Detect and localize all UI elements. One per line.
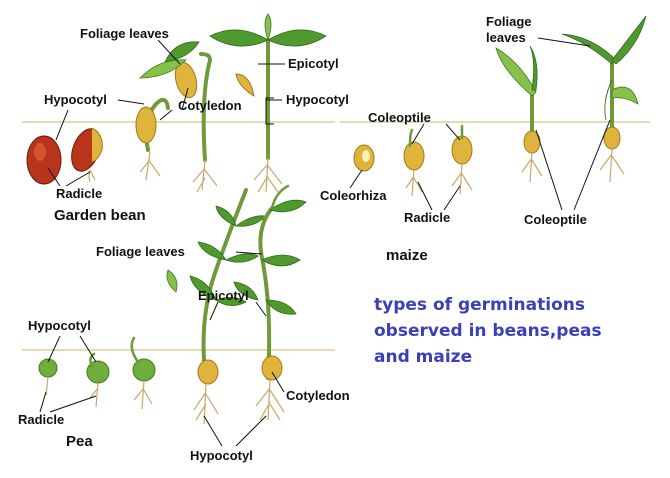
- pea-foliage-pointer: [235, 251, 263, 255]
- bean-cotyledon-pointer: [159, 87, 189, 121]
- pea-seed-3: [130, 336, 156, 410]
- maize-seed-1: [353, 144, 375, 172]
- bean-seedling-5: [209, 13, 327, 193]
- pea-hypocotyl-left-label: Hypocotyl: [28, 318, 91, 333]
- bean-radicle-label: Radicle: [56, 186, 102, 201]
- maize-coleoptile-top-pointer: [411, 123, 461, 145]
- maize-seed-3: [451, 124, 473, 195]
- pea-seed-2: [86, 352, 110, 408]
- bean-hypocotyl-left-label: Hypocotyl: [44, 92, 107, 107]
- maize-seedling-4: [495, 45, 543, 183]
- caption-line-2: observed in beans,peas: [374, 321, 602, 341]
- maize-name-label: maize: [386, 247, 428, 264]
- pea-radicle-pointer: [39, 391, 97, 413]
- bean-hypocotyl-right-bracket: [265, 97, 282, 125]
- maize-seed-2: [403, 128, 425, 197]
- caption-line-1: types of germinations: [374, 295, 585, 315]
- pea-cotyledon-pointer: [271, 371, 285, 393]
- bean-cotyledon-label: Cotyledon: [178, 98, 242, 113]
- maize-foliage-label-line2: leaves: [486, 30, 526, 45]
- pea-seedling-5: [233, 184, 307, 421]
- bean-foliage-pointer: [157, 39, 181, 65]
- bean-epicotyl-label: Epicotyl: [288, 56, 339, 71]
- maize-radicle-label: Radicle: [404, 210, 450, 225]
- pea-hypocotyl-bottom-label: Hypocotyl: [190, 448, 253, 463]
- pea-seed-1: [38, 358, 58, 396]
- maize-seedling-5: [561, 15, 647, 183]
- pea-epicotyl-pointer: [209, 301, 267, 321]
- bean-hypocotyl-left-pointer: [55, 99, 145, 141]
- diagram-caption: types of germinations observed in beans,…: [374, 292, 654, 370]
- bean-hypocotyl-right-label: Hypocotyl: [286, 92, 349, 107]
- bean-seed-2: [71, 127, 103, 183]
- maize-coleorhiza-label: Coleorhiza: [320, 188, 387, 203]
- bean-radicle-pointer: [47, 167, 91, 187]
- pea-epicotyl-label: Epicotyl: [198, 288, 249, 303]
- pea-radicle-label: Radicle: [18, 412, 64, 427]
- maize-radicle-pointer: [417, 181, 461, 211]
- maize-coleoptile-bottom-label: Coleoptile: [524, 212, 587, 227]
- bean-foliage-leaves-label: Foliage leaves: [80, 26, 169, 41]
- bean-seedling-3: [135, 97, 170, 181]
- pea-cotyledon-label: Cotyledon: [286, 388, 350, 403]
- bean-name-label: Garden bean: [54, 207, 146, 224]
- pea-name-label: Pea: [66, 433, 93, 450]
- maize-coleorhiza-pointer: [349, 169, 363, 189]
- maize-coleoptile-top-label: Coleoptile: [368, 110, 431, 125]
- pea-hypocotyl-left-pointer: [47, 335, 97, 363]
- caption-line-3: and maize: [374, 347, 473, 367]
- pea-seedling-4: [166, 188, 267, 425]
- pea-hypocotyl-bottom-pointer: [203, 415, 267, 447]
- pea-foliage-leaves-label: Foliage leaves: [96, 244, 185, 259]
- maize-foliage-label-line1: Foliage: [486, 14, 532, 29]
- bean-seed-1: [26, 135, 62, 185]
- maize-foliage-pointer: [537, 37, 591, 47]
- maize-coleoptile-bottom-pointer: [535, 119, 611, 211]
